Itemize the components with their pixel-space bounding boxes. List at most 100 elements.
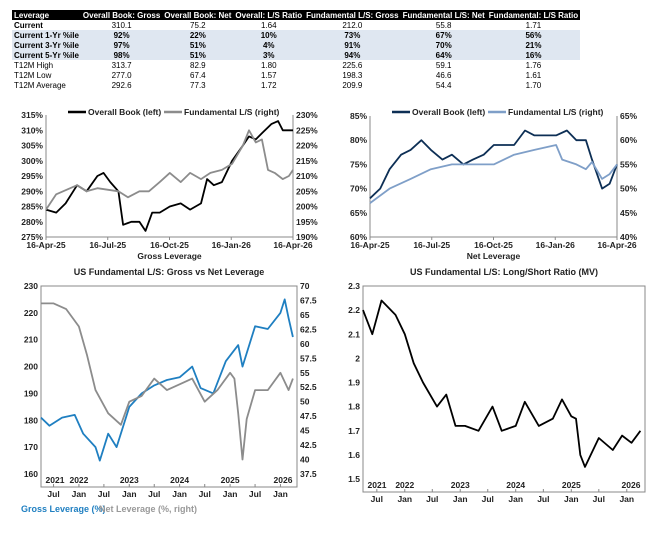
y-tick-label: 85% — [350, 111, 367, 121]
legend-label: Fundamental L/S (right) — [184, 107, 280, 117]
table-cell: 75.2 — [190, 20, 206, 30]
row-label: Current — [14, 20, 43, 30]
series-line-2 — [41, 302, 294, 461]
table-row: T12M High 313.7 82.9 1.80 225.6 59.1 1.76 — [12, 60, 580, 70]
x-tick-label: Jan — [122, 489, 137, 499]
y-tick-label: 310% — [21, 125, 43, 135]
table-cell: 56% — [486, 30, 581, 40]
y2-tick-label: 37.5 — [300, 469, 317, 479]
column-header: Overall: L/S Ratio — [233, 10, 305, 20]
y-tick-label: 80% — [350, 135, 367, 145]
y2-tick-label: 70 — [300, 281, 310, 291]
y-tick-label: 70% — [350, 184, 367, 194]
row-label: T12M Low — [14, 70, 52, 80]
y2-tick-label: 230% — [296, 110, 318, 120]
legend-label: Gross Leverage (%) — [21, 504, 106, 514]
x-tick-label: Jul — [199, 489, 211, 499]
x-tick-label: Jan — [508, 494, 523, 504]
table-cell: 59.1 — [435, 60, 452, 70]
table-row: T12M Low 277.0 67.4 1.57 198.3 46.6 1.61 — [12, 70, 580, 80]
y2-tick-label: 205% — [296, 186, 318, 196]
table-cell: 1.57 — [260, 70, 277, 80]
y-tick-label: 170 — [24, 442, 38, 452]
year-label: 2025 — [221, 475, 240, 485]
x-tick-label: Jan — [564, 494, 579, 504]
table-cell: 51% — [162, 40, 234, 50]
y-tick-label: 285% — [21, 202, 43, 212]
y-tick-label: 160 — [24, 469, 38, 479]
plot-frame — [362, 285, 646, 493]
y-tick-label: 300% — [21, 156, 43, 166]
x-tick-label: Jul — [47, 489, 59, 499]
x-tick-label: Jan — [223, 489, 238, 499]
year-label: 2023 — [451, 480, 470, 490]
y-tick-label: 1.8 — [348, 402, 360, 412]
table-cell: 67.4 — [190, 70, 206, 80]
x-tick-label: 16-Jul-25 — [413, 240, 450, 250]
table-cell: 10% — [233, 30, 305, 40]
y2-tick-label: 210% — [296, 171, 318, 181]
x-tick-label: Jan — [172, 489, 187, 499]
table-cell: 70% — [400, 40, 487, 50]
y2-tick-label: 225% — [296, 125, 318, 135]
year-label: 2022 — [69, 475, 88, 485]
y2-tick-label: 190% — [296, 232, 318, 242]
table-cell: 67% — [400, 30, 487, 40]
x-tick-label: Jan — [273, 489, 288, 499]
table-cell: 73% — [304, 30, 401, 40]
legend-label: Overall Book (left) — [412, 107, 485, 117]
table-cell: 97% — [80, 40, 163, 50]
y-tick-label: 2.2 — [348, 305, 360, 315]
y2-tick-label: 200% — [296, 202, 318, 212]
table-cell: 310.1 — [111, 20, 132, 30]
x-tick-label: 16-Apr-26 — [597, 240, 636, 250]
table-cell: 51% — [162, 50, 234, 60]
table-cell: 46.6 — [435, 70, 452, 80]
y-tick-label: 60% — [350, 232, 367, 242]
y-tick-label: 275% — [21, 232, 43, 242]
table-cell: 198.3 — [342, 70, 363, 80]
y2-tick-label: 45% — [620, 208, 637, 218]
table-cell: 4% — [233, 40, 305, 50]
year-label: 2026 — [274, 475, 293, 485]
y-tick-label: 220 — [24, 308, 38, 318]
table-row: Current 1-Yr %ile 92% 22% 10% 73% 67% 56% — [12, 30, 581, 40]
row-label: T12M High — [14, 60, 54, 70]
year-label: 2024 — [170, 475, 189, 485]
row-label: T12M Average — [14, 80, 66, 90]
y-tick-label: 1.7 — [348, 426, 360, 436]
y-tick-label: 290% — [21, 186, 43, 196]
y2-tick-label: 45 — [300, 426, 310, 436]
x-axis-label: Gross Leverage — [137, 251, 202, 261]
series-line-1 — [362, 299, 642, 468]
x-tick-label: Jan — [72, 489, 87, 499]
legend-label: Net Leverage (%, right) — [99, 504, 197, 514]
plot-frame — [40, 285, 298, 488]
y2-tick-label: 57.5 — [300, 353, 317, 363]
table-row: Current 5-Yr %ile 98% 51% 3% 94% 64% 16% — [12, 50, 581, 60]
column-header: Overall Book: Net — [162, 10, 234, 20]
table-cell: 1.72 — [260, 80, 277, 90]
x-tick-label: Jul — [98, 489, 110, 499]
x-tick-label: 16-Jan-26 — [212, 240, 251, 250]
table-cell: 91% — [304, 40, 401, 50]
y-tick-label: 75% — [350, 159, 367, 169]
y-tick-label: 1.5 — [348, 474, 360, 484]
x-tick-label: 16-Apr-25 — [350, 240, 389, 250]
chart-1 — [45, 110, 294, 240]
series-line-1 — [45, 120, 293, 232]
column-header: Leverage — [12, 10, 81, 20]
table-cell: 212.0 — [342, 20, 363, 30]
y2-tick-label: 40% — [620, 232, 637, 242]
x-tick-label: 16-Apr-26 — [273, 240, 312, 250]
y-tick-label: 230 — [24, 281, 38, 291]
y2-tick-label: 60 — [300, 339, 310, 349]
year-label: 2025 — [562, 480, 581, 490]
y2-tick-label: 215% — [296, 156, 318, 166]
series-line-2 — [45, 129, 294, 211]
table-cell: 54.4 — [435, 80, 452, 90]
legend-label: Overall Book (left) — [88, 107, 161, 117]
row-label: Current 1-Yr %ile — [12, 30, 81, 40]
chart-title: US Fundamental L/S: Long/Short Ratio (MV… — [410, 267, 598, 277]
y-tick-label: 305% — [21, 141, 43, 151]
